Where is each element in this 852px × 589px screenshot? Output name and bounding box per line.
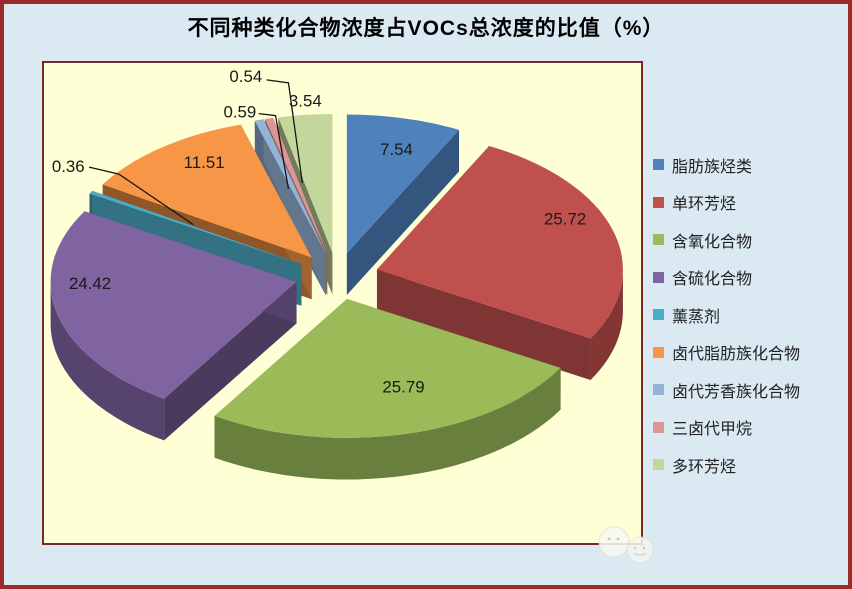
legend-swatch xyxy=(653,309,664,321)
slice-top-face xyxy=(278,114,333,253)
legend-item: 三卤代甲烷 xyxy=(653,409,848,447)
data-label: 11.51 xyxy=(184,153,225,172)
pie-slice xyxy=(214,299,561,480)
legend-label: 薰蒸剂 xyxy=(672,308,721,326)
pie-slice xyxy=(50,211,297,441)
slice-top-face xyxy=(102,124,312,258)
slice-top-face xyxy=(376,145,623,339)
pie-slice xyxy=(346,114,460,296)
slice-top-face xyxy=(214,299,561,438)
legend-swatch xyxy=(653,459,664,471)
data-label: 0.59 xyxy=(223,103,256,122)
pie-slice xyxy=(376,145,623,381)
data-label: 25.79 xyxy=(382,377,424,396)
legend-label: 含氧化合物 xyxy=(672,233,753,251)
data-label: 7.54 xyxy=(380,140,413,159)
legend-label: 单环芳烃 xyxy=(672,196,737,214)
legend-swatch xyxy=(653,384,664,396)
slice-top-face xyxy=(50,211,297,399)
slice-rim-wall xyxy=(214,367,561,480)
legend-item: 含硫化合物 xyxy=(653,259,848,297)
legend-swatch xyxy=(653,346,664,358)
legend-label: 三卤代甲烷 xyxy=(672,421,753,439)
slice-rim-wall xyxy=(590,269,623,381)
pie-chart-3d: 7.54 25.72 25.79 24.42 0.36 11.51 0.59 0.54 3.54 xyxy=(50,67,623,480)
legend-label: 脂肪族烃类 xyxy=(672,158,753,176)
data-label: 25.72 xyxy=(544,210,586,229)
legend: 脂肪族烃类单环芳烃含氧化合物含硫化合物薰蒸剂卤代脂肪族化合物 卤代芳香族化合物 三卤… xyxy=(653,146,848,484)
legend-swatch xyxy=(653,234,664,246)
slice-side-wall xyxy=(376,269,591,381)
legend-item: 卤代芳香族化合物 xyxy=(653,371,848,409)
legend-item: 含氧化合物 xyxy=(653,221,848,259)
data-label: 3.54 xyxy=(289,92,322,111)
legend-item: 单环芳烃 xyxy=(653,184,848,222)
slice-top-face xyxy=(89,190,302,265)
slice-top-face xyxy=(346,114,460,254)
legend-swatch xyxy=(653,196,664,208)
legend-label: 含硫化合物 xyxy=(672,271,753,289)
legend-swatch xyxy=(653,159,664,171)
slice-side-wall xyxy=(346,129,460,296)
legend-item: 薰蒸剂 xyxy=(653,296,848,334)
legend-label: 卤代芳香族化合物 xyxy=(672,383,801,401)
plot-area: 7.54 25.72 25.79 24.42 0.36 11.51 0.59 0.54 3.54 xyxy=(42,61,643,545)
data-label: 24.42 xyxy=(69,274,111,293)
data-label: 0.54 xyxy=(229,67,262,86)
legend-item: 卤代脂肪族化合物 xyxy=(653,334,848,372)
label-leader-line xyxy=(258,112,290,190)
legend-label: 卤代脂肪族化合物 xyxy=(672,346,801,364)
legend-swatch xyxy=(653,421,664,433)
legend-item: 脂肪族烃类 xyxy=(653,146,848,184)
legend-swatch xyxy=(653,271,664,283)
legend-label: 多环芳烃 xyxy=(672,458,737,476)
slice-top-face xyxy=(264,117,328,254)
data-label: 0.36 xyxy=(52,157,85,176)
slice-top-face xyxy=(254,119,326,254)
slice-side-wall xyxy=(164,281,297,441)
label-leader-line xyxy=(266,79,303,184)
chart-title: 不同种类化合物浓度占VOCs总浓度的比值（%） xyxy=(187,17,665,40)
slice-rim-wall xyxy=(50,281,165,441)
legend-item: 多环芳烃 xyxy=(653,446,848,484)
label-leader-line xyxy=(88,166,194,226)
